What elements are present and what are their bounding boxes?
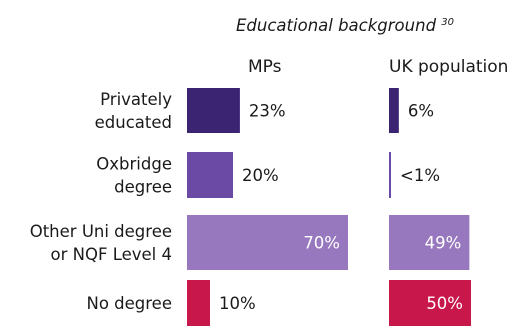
category-label-privately-educated: Privately educated xyxy=(95,90,173,132)
bar-uk-population-privately-educated xyxy=(389,88,399,133)
chart-title: Educational background 30 xyxy=(236,16,454,35)
bar-mps-other-uni-degree-or-nqf-level-4 xyxy=(187,215,348,270)
chart-title-footnote: 30 xyxy=(441,17,454,28)
panel-headers: MPs UK population xyxy=(248,57,508,77)
value-label-mps-privately-educated: 23% xyxy=(249,102,286,121)
panel-header-uk-population: UK population xyxy=(389,57,508,77)
value-label-uk-population-oxbridge-degree: <1% xyxy=(400,166,440,185)
bar-mps-oxbridge-degree xyxy=(187,152,233,198)
panel-header-mps: MPs xyxy=(248,57,282,77)
category-label-no-degree: No degree xyxy=(86,294,172,313)
value-label-mps-oxbridge-degree: 20% xyxy=(242,166,279,185)
category-label-other-uni-degree-or-nqf-level-4: Other Uni degree or NQF Level 4 xyxy=(30,222,172,264)
bar-mps-no-degree xyxy=(187,280,210,326)
bar-uk-population-oxbridge-degree xyxy=(389,152,391,198)
bars xyxy=(187,88,471,326)
category-label-line: educated xyxy=(95,113,172,132)
bar-uk-population-no-degree xyxy=(389,280,471,326)
value-label-uk-population-other-uni-degree-or-nqf-level-4: 49% xyxy=(425,234,462,253)
value-label-uk-population-no-degree: 50% xyxy=(426,294,463,313)
category-label-line: Privately xyxy=(100,90,172,109)
category-label-oxbridge-degree: Oxbridge degree xyxy=(96,155,172,197)
bar-uk-population-other-uni-degree-or-nqf-level-4 xyxy=(389,215,470,270)
value-labels: 23% 20% 70% 10% 6% <1% 49% 50% xyxy=(219,102,463,314)
category-label-line: degree xyxy=(114,178,172,197)
value-label-mps-other-uni-degree-or-nqf-level-4: 70% xyxy=(303,234,340,253)
bar-mps-privately-educated xyxy=(187,88,240,133)
category-label-line: or NQF Level 4 xyxy=(51,245,173,264)
category-label-line: Oxbridge xyxy=(96,155,172,174)
value-label-uk-population-privately-educated: 6% xyxy=(408,102,434,121)
category-labels: Privately educated Oxbridge degree Other Uni… xyxy=(30,90,173,313)
category-label-line: Other Uni degree xyxy=(30,222,172,241)
chart-title-text: Educational background xyxy=(236,16,437,35)
category-label-line: No degree xyxy=(86,294,172,313)
value-label-mps-no-degree: 10% xyxy=(219,294,256,313)
